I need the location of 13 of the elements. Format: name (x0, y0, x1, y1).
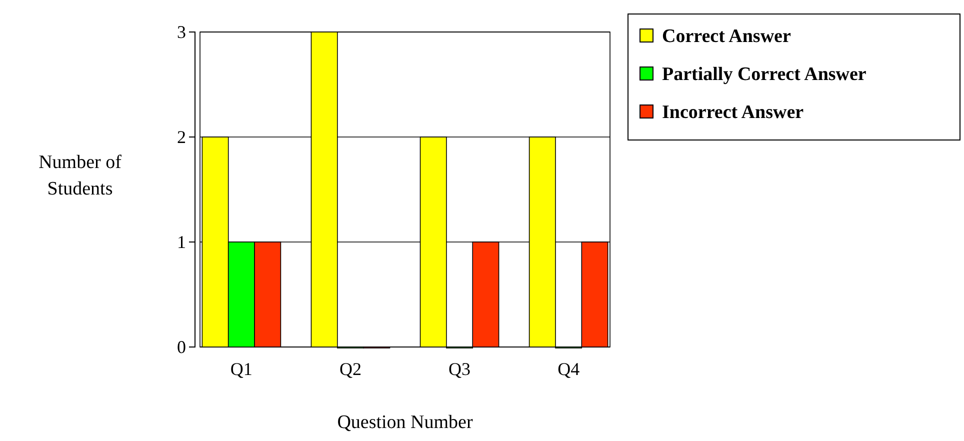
y-tick-label: 1 (177, 232, 186, 252)
legend-label: Incorrect Answer (662, 102, 804, 123)
y-tick-label: 3 (177, 22, 186, 42)
y-axis-title: Number of Students (38, 152, 122, 200)
legend-label: Partially Correct Answer (662, 64, 867, 85)
legend-label: Correct Answer (662, 26, 792, 47)
x-tick-label: Q3 (448, 358, 471, 379)
x-tick-label: Q1 (230, 358, 252, 379)
y-tick-label: 2 (177, 126, 186, 147)
y-tick-label: 0 (177, 336, 186, 357)
x-tick-label: Q4 (558, 358, 580, 379)
x-tick-label: Q2 (339, 358, 362, 379)
x-axis-title: Question Number (337, 412, 474, 433)
